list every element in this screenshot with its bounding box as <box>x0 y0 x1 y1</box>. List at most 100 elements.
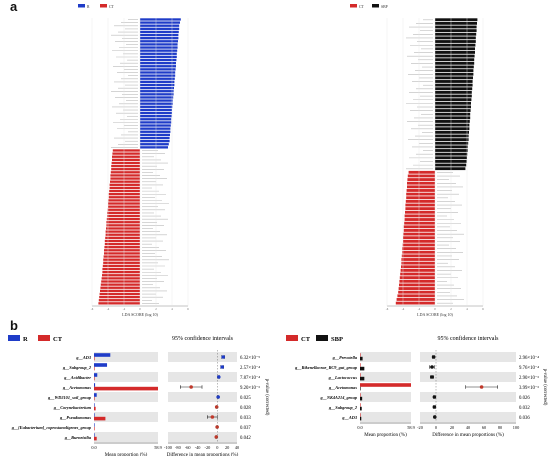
lda-bar <box>435 138 469 142</box>
lda-bar <box>140 68 176 71</box>
lda-bar <box>400 272 435 276</box>
lda-bar <box>100 286 140 289</box>
lda-bar <box>98 299 140 302</box>
difference-point <box>210 415 215 419</box>
lda-bar <box>435 123 470 127</box>
lda-bar <box>140 136 170 140</box>
taxon-label: g__Lactococcus <box>328 375 358 380</box>
lda-bar <box>399 276 435 280</box>
lda-bar <box>103 255 140 258</box>
lda-bar <box>405 207 435 211</box>
lda-bar <box>99 295 140 299</box>
lda-bar <box>107 214 140 218</box>
mean-proportion-bar <box>94 386 158 391</box>
row-stripe <box>360 392 411 402</box>
mean-proportion-bar <box>94 403 95 407</box>
lda-bar <box>435 21 477 25</box>
mean-proportion-bar <box>360 413 361 417</box>
stamp-chart-r-vs-ct: R CT 95% confidence intervals g__AD3 6.32×10… <box>8 335 269 456</box>
lda-bar <box>140 96 174 99</box>
legend-label: CT <box>359 5 365 9</box>
difference-point <box>216 395 220 399</box>
lda-bar <box>435 90 472 94</box>
mean-proportion-bar <box>360 366 365 371</box>
lda-bar <box>104 246 140 249</box>
right-tick-label: 0 <box>216 445 218 450</box>
legend-swatch-sbp <box>316 335 328 341</box>
lda-bar <box>111 168 140 171</box>
lda-bar <box>405 210 435 214</box>
taxon-label: g__AD3 <box>75 355 91 360</box>
right-tick-label: 40 <box>235 445 239 450</box>
row-stripe <box>360 352 411 362</box>
lda-bar <box>140 49 178 52</box>
lda-bar <box>397 294 435 298</box>
lda-bar <box>435 112 471 116</box>
lda-bar <box>435 76 473 80</box>
mean-proportion-bar <box>360 383 411 387</box>
lda-bar <box>110 180 140 183</box>
lda-bar <box>110 174 140 177</box>
taxon-label: g__Prevotella <box>332 355 358 360</box>
lda-bar <box>435 54 475 58</box>
lda-bar <box>404 214 435 218</box>
mean-proportion-bar <box>360 353 361 357</box>
legend-label: R <box>87 5 90 9</box>
lda-bar <box>435 29 477 33</box>
p-value-label: 6.32×10⁻⁵ <box>240 355 260 361</box>
difference-point <box>430 375 434 379</box>
lda-bar <box>140 74 176 77</box>
lda-bar <box>435 50 475 54</box>
lda-bar <box>435 32 477 36</box>
mean-proportion-bar <box>94 436 97 441</box>
row-stripe <box>94 432 158 442</box>
lda-bar <box>104 252 140 255</box>
lda-bar <box>106 224 140 227</box>
right-axis-title: Difference in mean proportions (%) <box>167 453 239 456</box>
lda-bar <box>402 243 435 247</box>
row-stripe <box>168 372 237 382</box>
p-value-label: 0.028 <box>240 406 251 411</box>
p-value-label: 7.87×10⁻⁴ <box>240 375 260 381</box>
lda-tick-label: -2 <box>123 307 126 311</box>
lda-bar <box>401 265 435 269</box>
lda-bar <box>435 149 468 152</box>
lda-bar <box>435 72 474 76</box>
lda-bar <box>435 69 474 72</box>
row-stripe <box>420 392 516 402</box>
lda-bar <box>435 152 468 156</box>
lda-bar <box>396 298 435 301</box>
row-stripe <box>94 392 158 402</box>
row-stripe <box>360 412 411 422</box>
legend-label: SBP <box>381 5 388 9</box>
lda-bar <box>435 40 476 43</box>
taxon-label: g__Burneistlia <box>64 435 92 440</box>
stamp-chart-ct-vs-sbp: CT SBP 95% confidence intervals g__Prevotel… <box>286 335 547 438</box>
lda-bar <box>140 18 181 21</box>
lda-bar <box>435 145 468 149</box>
lda-bar <box>106 217 140 221</box>
legend-swatch-ct <box>350 4 357 8</box>
lda-bar <box>111 161 140 165</box>
lda-bar <box>406 189 435 192</box>
panel-label-b: b <box>10 318 18 333</box>
lda-bar <box>102 267 140 271</box>
lda-bar <box>140 133 170 137</box>
legend-label: CT <box>53 336 63 343</box>
lda-bar <box>140 127 171 130</box>
lda-bar <box>140 46 178 49</box>
lda-bar <box>401 258 435 261</box>
mean-proportion-bar <box>94 406 96 411</box>
taxon-label: g__Pseudomonas <box>59 415 91 420</box>
p-value-axis-title: p-value (corrected) <box>542 369 547 406</box>
right-tick-label: -80 <box>175 445 181 450</box>
right-tick-label: 20 <box>225 445 229 450</box>
right-tick-label: -40 <box>195 445 201 450</box>
lda-bar <box>403 229 435 232</box>
difference-point <box>189 385 193 389</box>
mean-proportion-bar <box>94 413 95 417</box>
mean-proportion-bar <box>94 423 95 427</box>
lda-bar <box>403 232 435 236</box>
mean-proportion-bar <box>94 356 95 361</box>
mean-proportion-bar <box>360 386 361 391</box>
